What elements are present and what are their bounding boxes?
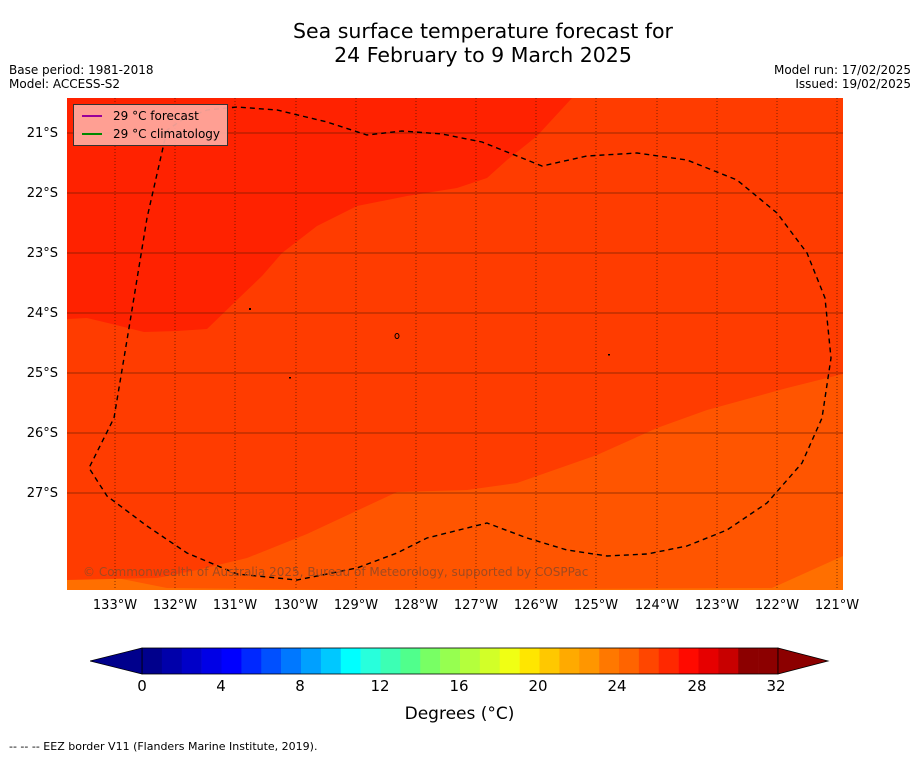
colorbar-cell [201, 648, 222, 674]
lon-label-127w: 127°W [453, 598, 499, 613]
lon-label-131w: 131°W [212, 598, 258, 613]
map-title: Sea surface temperature forecast for 24 … [0, 19, 919, 67]
lon-label-133w: 133°W [92, 598, 138, 613]
lon-label-130w: 130°W [273, 598, 319, 613]
legend-climatology-label: 29 °C climatology [113, 127, 221, 141]
colorbar-cell [221, 648, 242, 674]
lat-label-25s: 25°S [26, 366, 58, 381]
colorbar-cell [340, 648, 361, 674]
title-line-2: 24 February to 9 March 2025 [334, 43, 632, 67]
colorbar-cell [579, 648, 600, 674]
cbar-tick-20: 20 [528, 677, 548, 695]
lon-label-125w: 125°W [573, 598, 619, 613]
colorbar-cell [519, 648, 540, 674]
lat-label-24s: 24°S [26, 306, 58, 321]
colorbar-cell [161, 648, 183, 674]
colorbar-cell [479, 648, 501, 674]
cbar-tick-0: 0 [137, 677, 147, 695]
lon-label-124w: 124°W [634, 598, 680, 613]
colorbar-cell [241, 648, 262, 674]
cbar-tick-8: 8 [295, 677, 305, 695]
lon-label-128w: 128°W [393, 598, 439, 613]
colorbar-cell [599, 648, 620, 674]
colorbar-cell [460, 648, 481, 674]
sst-band-29-30 [67, 98, 572, 332]
colorbar-cell [380, 648, 401, 674]
colorbar-cell [499, 648, 520, 674]
eez-footnote: -- -- -- EEZ border V11 (Flanders Marine… [9, 740, 318, 753]
lon-label-132w: 132°W [152, 598, 198, 613]
colorbar-cell [559, 648, 580, 674]
contour-legend: 29 °C forecast 29 °C climatology [73, 104, 228, 146]
lon-label-121w: 121°W [814, 598, 860, 613]
colorbar-cell [261, 648, 282, 674]
colorbar-cell [400, 648, 421, 674]
colorbar-cell [420, 648, 441, 674]
sst-map-svg [67, 98, 843, 590]
colorbar-cell [698, 648, 719, 674]
colorbar-cell [142, 648, 163, 674]
colorbar-label: Degrees (°C) [404, 704, 515, 724]
colorbar-cell [758, 648, 779, 674]
base-period: Base period: 1981-2018 [9, 63, 154, 77]
colorbar-cell [181, 648, 202, 674]
cbar-tick-4: 4 [216, 677, 226, 695]
lon-label-129w: 129°W [333, 598, 379, 613]
colorbar-arrow-max [777, 647, 830, 675]
colorbar-cell [658, 648, 679, 674]
legend-forecast-label: 29 °C forecast [113, 109, 199, 123]
graticule [67, 132, 843, 494]
model-name: Model: ACCESS-S2 [9, 77, 121, 91]
lat-label-22s: 22°S [26, 186, 58, 201]
copyright-notice: © Commonwealth of Australia 2025, Bureau… [83, 565, 589, 579]
colorbar-cell [301, 648, 322, 674]
lat-label-21s: 21°S [26, 126, 58, 141]
legend-climatology: 29 °C climatology [82, 126, 220, 142]
lat-label-26s: 26°S [26, 426, 58, 441]
colorbar-cell [360, 648, 381, 674]
colorbar-svg [89, 647, 830, 675]
colorbar-cell [678, 648, 699, 674]
cbar-tick-12: 12 [370, 677, 390, 695]
sst-map [67, 98, 843, 590]
eez-border [88, 106, 832, 581]
colorbar-cell [539, 648, 560, 674]
lon-label-122w: 122°W [754, 598, 800, 613]
cbar-tick-24: 24 [607, 677, 627, 695]
lon-label-123w: 123°W [694, 598, 740, 613]
meta-left: Base period: 1981-2018 Model: ACCESS-S2 [9, 63, 154, 91]
colorbar-cell [320, 648, 342, 674]
cbar-tick-28: 28 [687, 677, 707, 695]
lat-label-27s: 27°S [26, 486, 58, 501]
forecast-line-swatch [82, 115, 102, 117]
cbar-tick-32: 32 [766, 677, 786, 695]
lon-label-126w: 126°W [513, 598, 559, 613]
climatology-line-swatch [82, 133, 102, 135]
colorbar-cell [440, 648, 461, 674]
issued-date: Issued: 19/02/2025 [795, 77, 911, 91]
model-run: Model run: 17/02/2025 [773, 63, 911, 77]
colorbar [89, 646, 830, 680]
islands [249, 308, 610, 379]
title-line-1: Sea surface temperature forecast for [293, 19, 673, 43]
colorbar-cells [141, 647, 779, 675]
cbar-tick-16: 16 [449, 677, 469, 695]
colorbar-arrow-min [89, 647, 143, 675]
colorbar-cell [281, 648, 302, 674]
meta-right: Model run: 17/02/2025 Issued: 19/02/2025 [774, 63, 911, 91]
colorbar-cell [738, 648, 759, 674]
meridians [114, 98, 838, 590]
colorbar-cell [638, 648, 660, 674]
colorbar-cell [619, 648, 640, 674]
legend-forecast: 29 °C forecast [82, 108, 199, 124]
colorbar-cell [718, 648, 739, 674]
lat-label-23s: 23°S [26, 246, 58, 261]
